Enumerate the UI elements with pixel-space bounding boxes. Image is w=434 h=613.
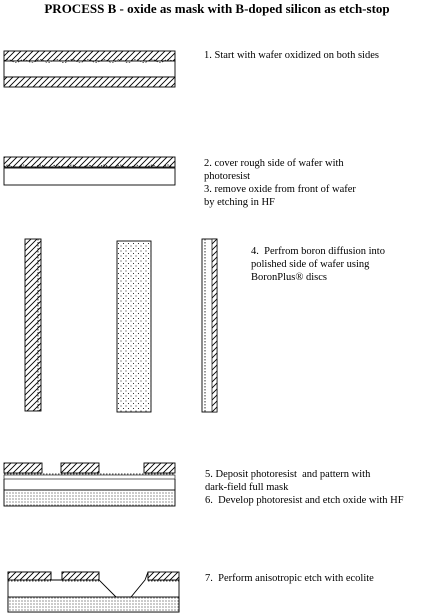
step2-wafer [3,156,176,186]
step7-mask-left [7,571,52,581]
step7-mask-center [61,571,100,581]
step4-wafer-right [201,238,218,413]
step1-text: 1. Start with wafer oxidized on both sid… [204,50,379,61]
step3-text-line2: by etching in HF [204,197,275,208]
step5-resist-block-3 [143,462,176,474]
step1-bottom-oxide [3,76,176,88]
step7-mask-right [147,571,180,581]
step2-text-line2: photoresist [204,171,251,182]
step5-wafer [3,462,176,507]
step4-wafer-left [24,238,42,412]
step5-text-line1: 5. Deposit photoresist and pattern with [205,469,371,480]
step5-text-line2: dark-field full mask [205,482,289,493]
step3-text-line1: 3. remove oxide from front of wafer [204,184,356,195]
step7-text: 7. Perform anisotropic etch with ecolite [205,573,374,584]
step6-text: 6. Develop photoresist and etch oxide wi… [205,495,404,506]
step1-wafer [3,50,176,88]
step4-text-line2: polished side of wafer using [251,259,370,270]
step2-text-line1: 2. cover rough side of wafer with [204,158,344,169]
step2-photoresist [3,156,176,168]
step2-silicon [3,167,176,186]
step5-oxide [3,474,176,480]
step4-text-line1: 4. Perfrom boron diffusion into [251,246,385,257]
page-title: PROCESS B - oxide as mask with B-doped s… [44,1,390,16]
step5-resist-block-1 [3,462,43,474]
step1-silicon [3,60,176,78]
step4-text-line3: BoronPlus® discs [251,272,327,283]
step5-resist-block-2 [60,462,100,474]
step7-bottom-layer [7,596,180,613]
step4-boron-disc [116,240,152,413]
step5-silicon [3,489,176,507]
step7-wafer [7,571,180,613]
